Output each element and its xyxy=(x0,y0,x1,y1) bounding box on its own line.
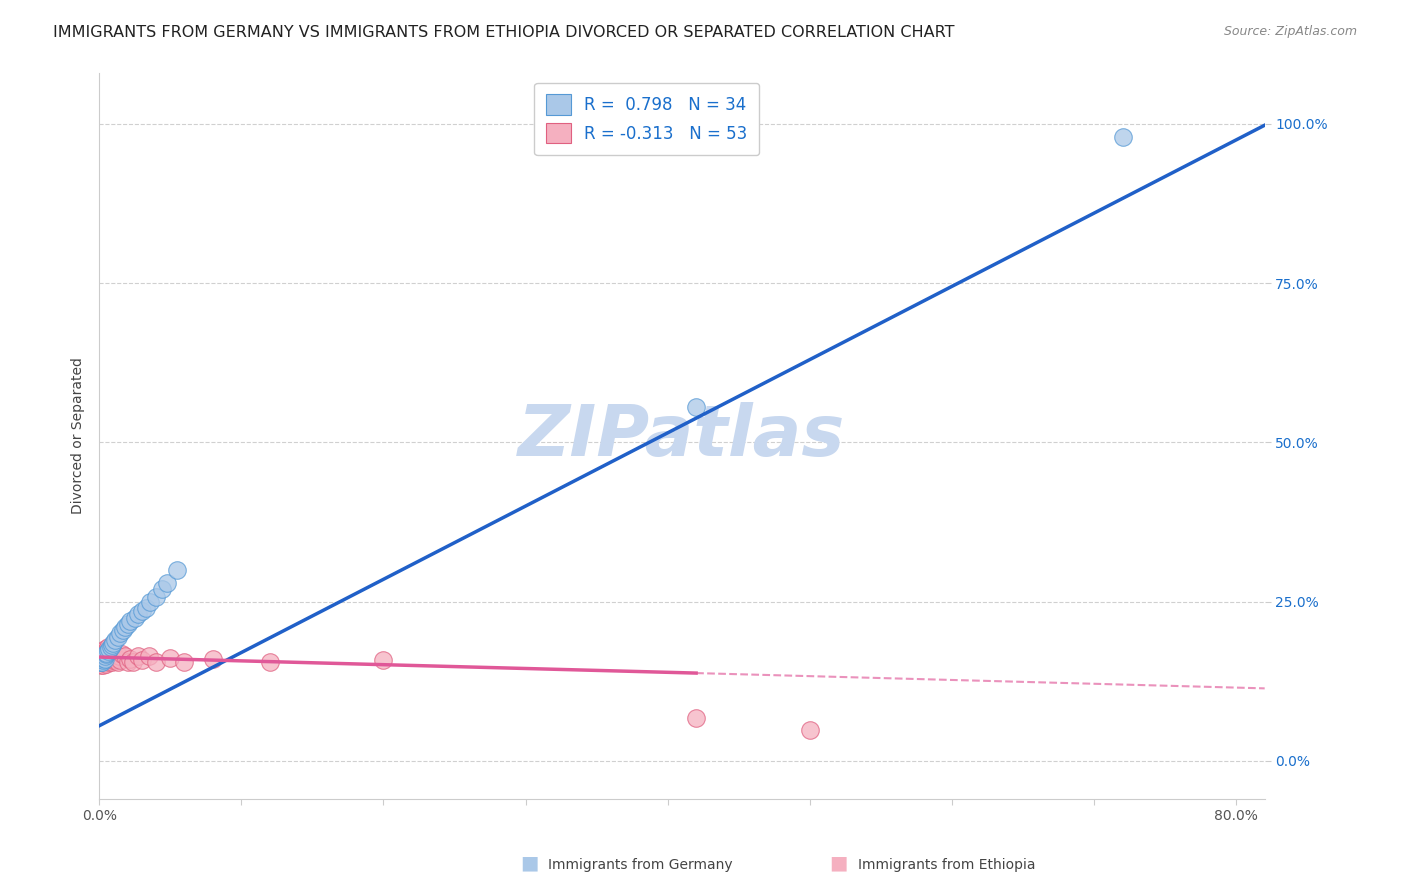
Point xyxy=(98,648,121,663)
Point xyxy=(103,653,125,667)
Point xyxy=(120,614,142,628)
Point xyxy=(96,646,118,660)
Point xyxy=(259,655,281,669)
Point xyxy=(91,644,114,658)
Point xyxy=(373,653,395,667)
Point xyxy=(159,650,181,665)
Point xyxy=(97,644,120,658)
Point xyxy=(107,630,129,644)
Point xyxy=(139,594,162,608)
Point xyxy=(91,655,114,669)
Point xyxy=(89,655,111,669)
Point xyxy=(90,646,112,660)
Text: Source: ZipAtlas.com: Source: ZipAtlas.com xyxy=(1223,25,1357,38)
Point xyxy=(100,653,122,667)
Text: ■: ■ xyxy=(520,854,538,872)
Text: IMMIGRANTS FROM GERMANY VS IMMIGRANTS FROM ETHIOPIA DIVORCED OR SEPARATED CORREL: IMMIGRANTS FROM GERMANY VS IMMIGRANTS FR… xyxy=(53,25,955,40)
Point xyxy=(131,604,153,618)
Point xyxy=(91,650,114,665)
Point xyxy=(90,658,112,673)
Point xyxy=(97,653,120,667)
Point xyxy=(101,655,124,669)
Point xyxy=(93,650,115,665)
Point xyxy=(94,648,117,663)
Point xyxy=(124,610,146,624)
Point xyxy=(120,652,142,666)
Point xyxy=(110,626,132,640)
Point xyxy=(201,652,224,666)
Point xyxy=(117,616,139,631)
Y-axis label: Divorced or Separated: Divorced or Separated xyxy=(72,358,86,515)
Point xyxy=(90,652,112,666)
Point xyxy=(96,657,118,671)
Point xyxy=(150,582,173,596)
Point xyxy=(89,652,111,666)
Point xyxy=(145,655,167,669)
Point xyxy=(94,642,117,657)
Point xyxy=(91,652,114,666)
Point xyxy=(131,653,153,667)
Point xyxy=(117,655,139,669)
Point xyxy=(93,650,115,665)
Point xyxy=(127,648,149,663)
Point xyxy=(1111,129,1133,144)
Point xyxy=(96,647,118,661)
Point xyxy=(100,647,122,661)
Point xyxy=(93,653,115,667)
Point xyxy=(156,575,179,590)
Point xyxy=(94,648,117,663)
Point xyxy=(114,620,136,634)
Point xyxy=(145,590,167,604)
Point xyxy=(90,647,112,661)
Point xyxy=(112,624,135,638)
Point xyxy=(97,647,120,661)
Point xyxy=(89,655,111,669)
Point xyxy=(91,653,114,667)
Point xyxy=(91,655,114,669)
Text: Immigrants from Ethiopia: Immigrants from Ethiopia xyxy=(858,858,1035,872)
Text: ZIPatlas: ZIPatlas xyxy=(519,401,845,470)
Point xyxy=(89,648,111,663)
Point xyxy=(100,640,122,655)
Point xyxy=(122,655,145,669)
Point xyxy=(135,601,157,615)
Point xyxy=(104,652,127,666)
Text: Immigrants from Germany: Immigrants from Germany xyxy=(548,858,733,872)
Point xyxy=(108,648,131,663)
Point xyxy=(98,642,121,657)
Point xyxy=(111,647,134,661)
Point xyxy=(93,658,115,673)
Text: ■: ■ xyxy=(830,854,848,872)
Point xyxy=(114,648,136,663)
Point xyxy=(685,710,707,724)
Point xyxy=(173,655,195,669)
Point xyxy=(90,655,112,669)
Point xyxy=(98,655,121,669)
Point xyxy=(96,644,118,658)
Point xyxy=(101,648,124,663)
Point xyxy=(90,652,112,666)
Point xyxy=(104,632,127,647)
Point xyxy=(103,636,125,650)
Point xyxy=(110,653,132,667)
Point xyxy=(97,640,120,655)
Point xyxy=(107,655,129,669)
Point xyxy=(685,401,707,415)
Point xyxy=(101,638,124,652)
Point xyxy=(138,648,160,663)
Point xyxy=(90,653,112,667)
Point xyxy=(799,723,821,738)
Point xyxy=(105,650,128,665)
Point xyxy=(103,647,125,661)
Point xyxy=(94,652,117,666)
Point xyxy=(127,607,149,622)
Point xyxy=(93,646,115,660)
Point xyxy=(166,563,188,577)
Point xyxy=(96,650,118,665)
Legend: R =  0.798   N = 34, R = -0.313   N = 53: R = 0.798 N = 34, R = -0.313 N = 53 xyxy=(534,83,759,155)
Point xyxy=(94,655,117,669)
